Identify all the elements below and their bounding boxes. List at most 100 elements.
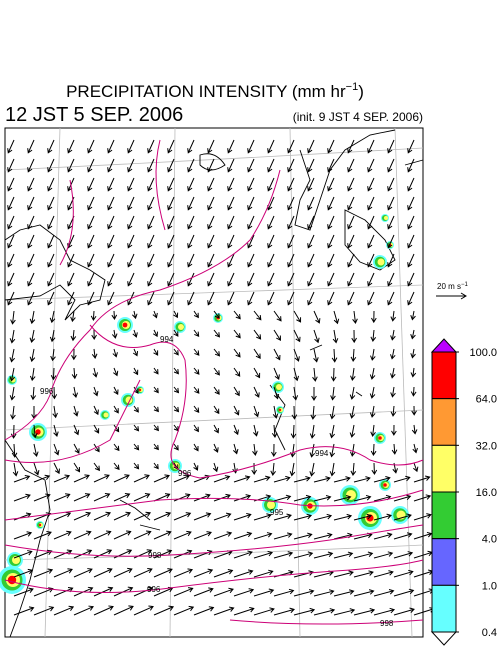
wind-arrow bbox=[47, 196, 55, 211]
wind-arrow bbox=[233, 424, 239, 436]
wind-arrow bbox=[11, 443, 18, 458]
wind-arrow bbox=[227, 291, 235, 306]
wind-arrow bbox=[133, 493, 151, 502]
wind-arrow bbox=[107, 177, 115, 192]
wind-arrow bbox=[270, 462, 276, 476]
wind-arrow bbox=[227, 272, 235, 287]
wind-arrow bbox=[167, 158, 175, 173]
wind-arrow bbox=[9, 367, 16, 382]
colorbar-under bbox=[430, 631, 458, 646]
wind-arrow bbox=[113, 511, 131, 521]
wind-arrow bbox=[93, 530, 112, 540]
rain-area bbox=[346, 490, 356, 500]
wind-arrow bbox=[313, 495, 332, 502]
colorbar-segment bbox=[431, 398, 457, 446]
wind-arrow bbox=[127, 158, 135, 173]
wind-arrow bbox=[233, 588, 255, 597]
title-close: ) bbox=[358, 82, 364, 101]
wind-arrow bbox=[213, 512, 232, 521]
wind-arrow bbox=[247, 234, 255, 249]
wind-arrow bbox=[329, 443, 336, 458]
rain-area bbox=[122, 322, 128, 328]
wind-arrow bbox=[353, 608, 376, 616]
wind-arrow bbox=[333, 551, 354, 559]
wind-arrow bbox=[367, 215, 375, 230]
wind-arrow bbox=[70, 329, 77, 342]
colorbar-segment bbox=[431, 491, 457, 540]
wind-arrow bbox=[193, 462, 199, 471]
wind-arrow bbox=[313, 329, 320, 344]
wind-arrow bbox=[290, 424, 297, 439]
wind-arrow bbox=[352, 310, 358, 324]
wind-arrow bbox=[313, 589, 335, 597]
wind-arrow bbox=[29, 348, 36, 363]
wind-arrow bbox=[313, 513, 333, 521]
wind-arrow bbox=[73, 443, 80, 454]
wind-arrow bbox=[113, 530, 132, 540]
wind-arrow bbox=[133, 424, 140, 432]
wind-arrow bbox=[153, 367, 159, 375]
wind-arrow bbox=[393, 513, 412, 521]
isobar-label: 995 bbox=[270, 508, 284, 517]
rain-area bbox=[138, 388, 142, 392]
wind-arrow bbox=[107, 158, 115, 173]
wind-arrow bbox=[390, 386, 396, 398]
wind-arrow bbox=[53, 462, 60, 475]
wind-arrow bbox=[173, 605, 195, 616]
wind-arrow bbox=[153, 348, 159, 356]
wind-arrow bbox=[390, 367, 396, 379]
wind-arrow bbox=[370, 329, 377, 343]
wind-arrow bbox=[347, 215, 355, 230]
wind-arrow bbox=[327, 234, 335, 249]
wind-arrow bbox=[107, 215, 115, 230]
wind-arrow bbox=[127, 139, 135, 154]
wind-arrow bbox=[393, 475, 411, 483]
wind-arrow bbox=[213, 568, 234, 578]
wind-arrow bbox=[173, 367, 179, 375]
wind-arrow bbox=[53, 568, 73, 578]
wind-arrow bbox=[73, 493, 91, 502]
wind-arrow bbox=[153, 568, 173, 578]
wind-arrow bbox=[47, 272, 55, 287]
colorbar-segment bbox=[431, 584, 457, 633]
wind-arrow bbox=[173, 474, 191, 483]
wind-arrow bbox=[107, 196, 115, 211]
wind-arrow bbox=[93, 462, 100, 472]
wind-arrow bbox=[193, 348, 200, 356]
wind-arrow bbox=[253, 475, 271, 483]
wind-arrow bbox=[167, 177, 175, 192]
wind-arrow bbox=[213, 606, 235, 616]
wind-arrow bbox=[107, 139, 115, 154]
wind-arrow bbox=[307, 291, 315, 306]
wind-arrow bbox=[413, 513, 432, 521]
wind-arrow bbox=[193, 386, 200, 394]
wind-arrow bbox=[147, 196, 155, 211]
wind-arrow bbox=[350, 348, 357, 363]
wind-arrow bbox=[347, 158, 355, 173]
wind-arrow bbox=[273, 329, 281, 342]
rain-area bbox=[384, 216, 388, 220]
wind-arrow bbox=[193, 443, 199, 452]
wind-arrow bbox=[153, 511, 172, 521]
vector-scale-arrow bbox=[436, 292, 467, 300]
isobar-label: 996 bbox=[178, 469, 192, 478]
wind-arrow bbox=[133, 511, 152, 521]
wind-arrow bbox=[333, 476, 351, 483]
wind-arrow bbox=[113, 474, 130, 483]
wind-arrow bbox=[7, 253, 15, 268]
wind-arrow bbox=[33, 606, 55, 616]
wind-arrow bbox=[93, 405, 99, 416]
wind-arrow bbox=[47, 234, 55, 249]
wind-arrow bbox=[33, 443, 39, 458]
wind-arrow bbox=[93, 549, 113, 559]
wind-arrow bbox=[13, 493, 31, 502]
wind-arrow bbox=[13, 531, 33, 540]
wind-arrow bbox=[213, 405, 220, 415]
wind-arrow bbox=[252, 424, 259, 437]
wind-arrow bbox=[373, 513, 392, 521]
wind-arrow bbox=[53, 493, 71, 502]
wind-arrow bbox=[393, 551, 414, 559]
wind-arrow bbox=[93, 511, 112, 521]
wind-arrow bbox=[327, 215, 335, 230]
wind-arrow bbox=[233, 386, 240, 397]
